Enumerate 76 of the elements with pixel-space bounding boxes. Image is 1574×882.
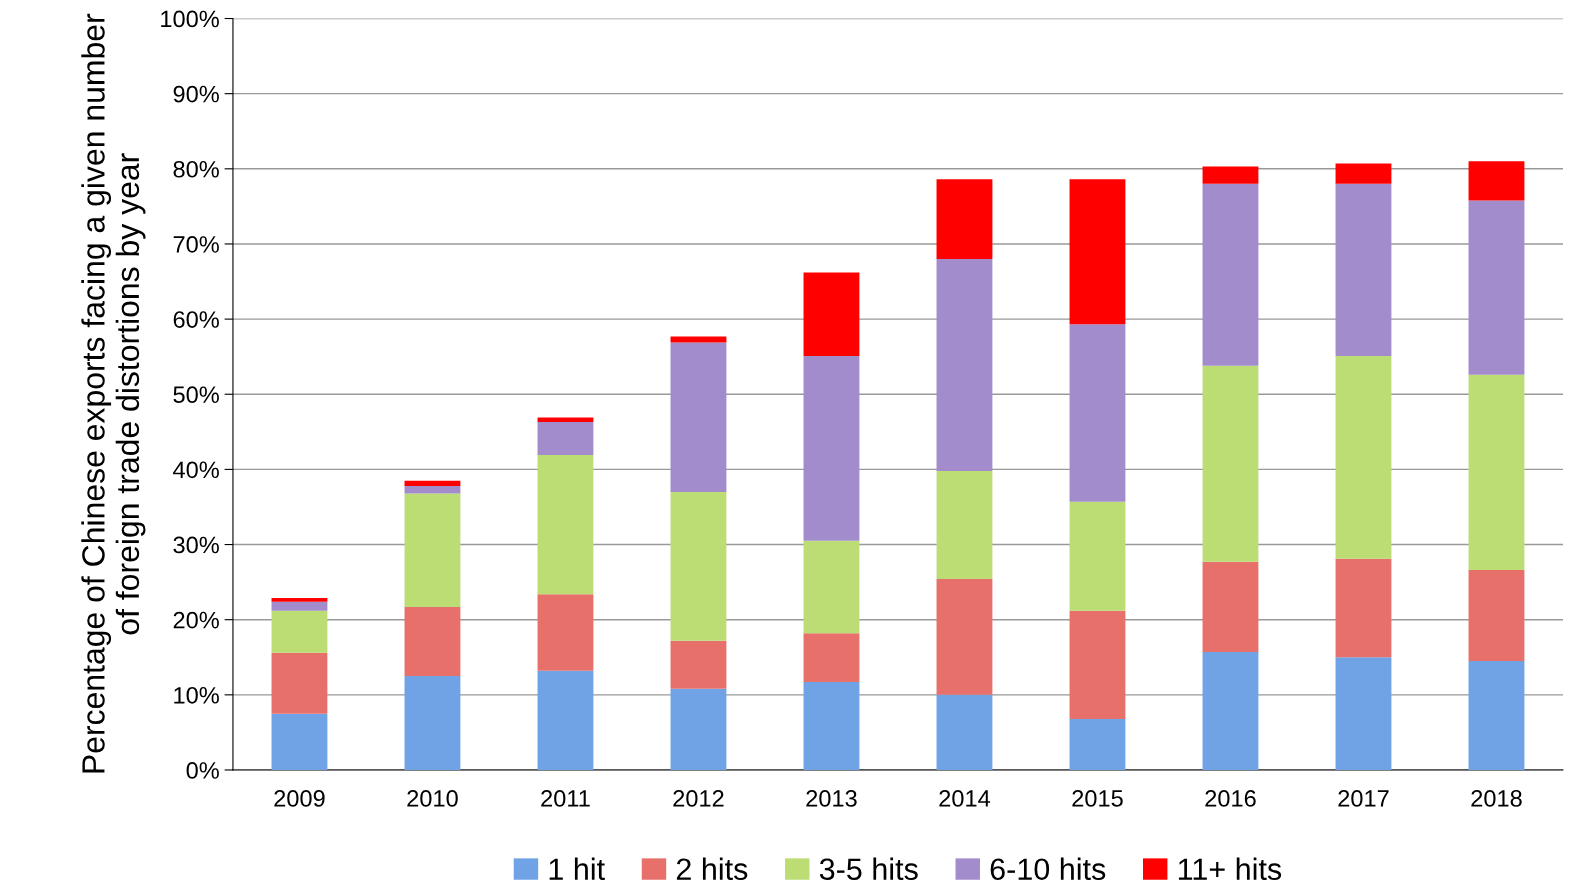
bar — [271, 601, 328, 611]
bar — [803, 633, 860, 683]
bar — [1468, 661, 1525, 770]
bar — [1335, 558, 1392, 658]
bar — [670, 688, 727, 770]
x-tick-label: 2012 — [673, 790, 724, 807]
bar — [537, 455, 594, 595]
y-tick-label: 40% — [173, 461, 219, 479]
bar — [670, 640, 727, 689]
y-tick-label: 50% — [173, 386, 219, 404]
y-tick-label: 20% — [173, 611, 219, 629]
bar — [1069, 179, 1126, 325]
bar — [1069, 610, 1126, 719]
legend-label: 2 hits — [676, 857, 748, 881]
x-tick-label: 2016 — [1205, 790, 1256, 807]
bar — [1202, 365, 1259, 562]
bar — [271, 652, 328, 714]
x-tick-label: 2013 — [806, 790, 857, 807]
bar — [1069, 501, 1126, 611]
bar — [1468, 200, 1525, 375]
bar — [1468, 161, 1525, 201]
y-tick-label: 100% — [161, 10, 219, 28]
bar — [271, 610, 328, 653]
bar — [537, 594, 594, 671]
bar — [936, 694, 993, 770]
bar — [404, 676, 461, 770]
bar — [936, 470, 993, 580]
bar — [404, 493, 461, 607]
bar — [803, 540, 860, 634]
bar — [936, 579, 993, 695]
bar — [1335, 355, 1392, 559]
y-tick-label: 10% — [174, 686, 219, 704]
bar — [803, 272, 860, 356]
bar — [803, 355, 860, 541]
x-tick-label: 2010 — [407, 790, 458, 807]
y-tick-label: 70% — [173, 236, 219, 253]
bar — [1069, 324, 1126, 502]
bar — [670, 491, 727, 641]
bar — [271, 597, 328, 602]
bar — [1202, 561, 1259, 653]
bar — [404, 485, 461, 494]
legend-label: 1 hit — [549, 857, 605, 880]
y-tick-label: 30% — [173, 536, 219, 554]
bar — [1202, 166, 1259, 184]
y-tick-label: 80% — [173, 160, 219, 178]
bar — [936, 258, 993, 471]
y-tick-label: 60% — [173, 311, 219, 328]
bar — [1468, 570, 1525, 662]
bar — [1468, 374, 1525, 571]
bar — [1335, 657, 1392, 770]
y-axis-title: Percentage of Chinese exports facing a given number of foreign trade distortions by year — [81, 13, 146, 773]
x-tick-label: 2018 — [1471, 790, 1522, 807]
x-tick-label: 2011 — [541, 790, 590, 807]
x-tick-label: 2009 — [274, 790, 325, 807]
bar — [271, 713, 328, 770]
bar — [537, 422, 594, 456]
legend-label: 6-10 hits — [990, 857, 1106, 881]
bar — [1335, 183, 1392, 356]
x-tick-label: 2015 — [1072, 790, 1123, 807]
bar — [404, 480, 461, 486]
x-tick-label: 2014 — [939, 790, 991, 807]
bar — [537, 670, 594, 770]
legend-label: 11+ hits — [1178, 857, 1282, 881]
bar — [670, 336, 727, 343]
x-tick-label: 2017 — [1338, 790, 1389, 807]
bar — [1069, 718, 1126, 770]
bar — [1202, 183, 1259, 366]
legend-label: 3-5 hits — [819, 857, 918, 881]
bar — [1335, 163, 1392, 184]
bar — [404, 606, 461, 677]
bar — [803, 682, 860, 770]
bar — [670, 342, 727, 492]
bar — [936, 179, 993, 259]
bar — [1202, 652, 1259, 770]
y-tick-label: 0% — [186, 762, 219, 779]
y-tick-label: 90% — [173, 85, 219, 103]
